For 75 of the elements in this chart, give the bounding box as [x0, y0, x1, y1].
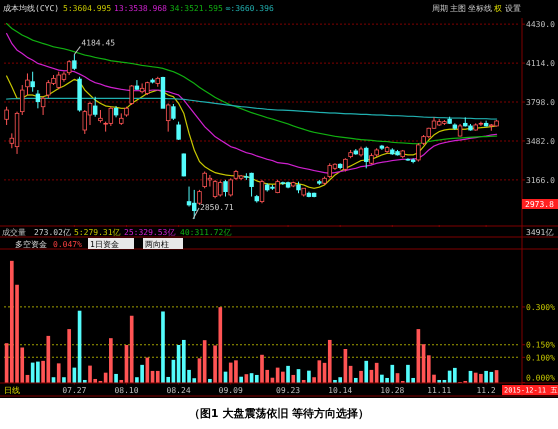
- candlestick: [343, 158, 348, 172]
- candlestick: [223, 179, 228, 198]
- text: 40:311.72亿: [180, 228, 232, 237]
- candlestick: [98, 110, 103, 124]
- annotation: 4184.45: [81, 38, 116, 48]
- text: 主图: [450, 4, 466, 13]
- candlestick: [275, 179, 280, 194]
- y-tick-label: 4114.0: [526, 59, 556, 68]
- candlestick: [358, 146, 364, 158]
- candlestick: [156, 76, 160, 88]
- x-tick-label: 10.14: [328, 386, 352, 395]
- y-tick-label: 0.100%: [526, 353, 556, 362]
- chart-title: 成本均线(CYC): [3, 4, 60, 13]
- line-series: [6, 22, 498, 144]
- y-tick-label: 0.000%: [526, 374, 556, 382]
- candlestick: [134, 80, 140, 91]
- text: 成交量: [2, 228, 26, 237]
- candlestick: [124, 106, 129, 118]
- candlestick: [364, 146, 368, 169]
- text: 设置: [505, 4, 521, 13]
- y-tick-label: 3166.0: [526, 176, 556, 185]
- x-tick-label: 07.27: [62, 386, 87, 395]
- text: 13:3538.968: [114, 4, 168, 13]
- candlestick: [36, 90, 40, 109]
- annotation: 2850.71: [200, 203, 234, 212]
- candlestick: [171, 104, 176, 121]
- text: 0.047%: [53, 240, 82, 249]
- candlestick: [30, 71, 35, 92]
- x-tick-label: 08.24: [166, 386, 191, 395]
- text: ∞:3660.396: [226, 4, 274, 13]
- x-tick-label: 11.2: [476, 386, 496, 395]
- text: 25:329.53亿: [124, 228, 176, 237]
- x-tick-label: 09.23: [276, 386, 300, 395]
- text: 2973.8: [525, 200, 554, 209]
- candlestick: [72, 54, 77, 71]
- y-tick-label: 0.150%: [526, 340, 556, 350]
- candlestick: [129, 84, 134, 106]
- text: 273.02亿: [34, 228, 71, 237]
- text: 1日资金: [90, 240, 119, 249]
- x-tick-label: 10.28: [380, 386, 405, 395]
- candlestick: [458, 123, 462, 138]
- text: 5:3604.995: [63, 4, 112, 13]
- y-tick-label: 0.300%: [526, 302, 556, 312]
- text: 权: [493, 4, 502, 13]
- candlestick: [416, 142, 421, 162]
- y-tick-label: 3798.0: [526, 98, 556, 108]
- x-tick-label: 11.11: [427, 386, 452, 395]
- x-tick-label: 08.10: [114, 386, 139, 395]
- candlestick: [20, 84, 24, 116]
- candlestick: [166, 102, 170, 132]
- candlestick: [296, 181, 301, 194]
- candlestick: [176, 121, 181, 140]
- chart-title: 多空资金: [15, 240, 47, 249]
- candlestick: [40, 96, 46, 116]
- y-tick-label: 4430.0: [526, 20, 556, 30]
- x-tick-label: 09.09: [218, 386, 243, 395]
- text: （图1 大盘震荡依旧 等待方向选择）: [188, 407, 370, 420]
- text: 周期: [432, 4, 448, 13]
- candlestick: [25, 72, 30, 96]
- candlestick: [228, 178, 233, 198]
- candlestick: [92, 96, 98, 118]
- text: 日线: [4, 386, 20, 395]
- candlestick: [119, 112, 124, 126]
- text: 5:279.31亿: [74, 228, 121, 237]
- candlestick: [114, 105, 118, 118]
- text: 34:3521.595: [170, 4, 223, 13]
- text: 两向柱: [145, 240, 169, 249]
- candlestick: [4, 106, 9, 126]
- text: 3491亿: [526, 228, 554, 237]
- text: 坐标线: [468, 4, 492, 13]
- candlestick: [197, 189, 202, 206]
- candlestick: [66, 60, 72, 76]
- candlestick: [260, 179, 264, 204]
- line-series: [6, 75, 498, 189]
- y-tick-label: 3482.0: [526, 136, 556, 146]
